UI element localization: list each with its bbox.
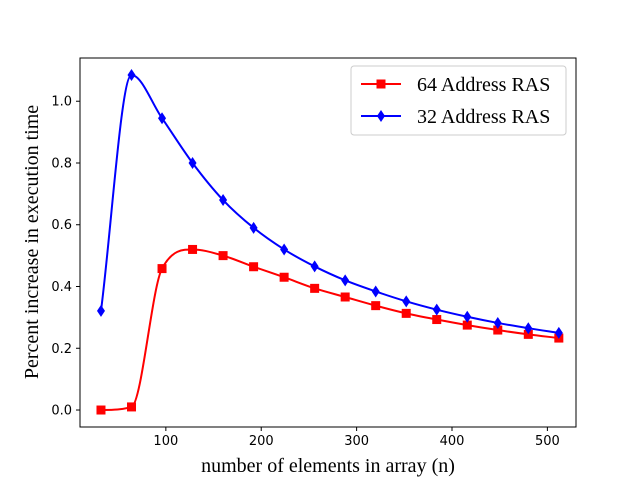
x-tick-label: 300 [344, 434, 369, 449]
data-point-32-address-ras [341, 274, 350, 287]
data-point-32-address-ras [188, 156, 197, 169]
data-point-32-address-ras [249, 221, 258, 234]
x-tick-label: 500 [535, 434, 560, 449]
data-point-32-address-ras [127, 68, 136, 81]
data-point-64-address-ras [432, 315, 442, 325]
data-point-64-address-ras [96, 405, 106, 415]
x-tick-label: 100 [153, 434, 178, 449]
data-point-64-address-ras [340, 292, 350, 302]
data-point-32-address-ras [96, 304, 105, 317]
y-tick-label: 1.0 [51, 95, 72, 110]
legend-label-32-address-ras: 32 Address RAS [417, 106, 550, 128]
data-point-64-address-ras [401, 308, 411, 318]
data-point-32-address-ras [310, 260, 319, 273]
data-point-32-address-ras [402, 295, 411, 308]
data-point-64-address-ras [249, 262, 259, 272]
data-point-32-address-ras [554, 326, 563, 339]
y-tick-label: 0.0 [51, 404, 72, 419]
data-point-64-address-ras [462, 320, 472, 330]
data-point-32-address-ras [371, 285, 380, 298]
legend: 64 Address RAS 32 Address RAS [350, 65, 567, 136]
y-tick-label: 0.6 [51, 218, 72, 233]
data-point-64-address-ras [127, 402, 137, 412]
data-point-64-address-ras [218, 251, 228, 261]
x-tick-label: 400 [440, 434, 465, 449]
legend-marker-32-address-ras [377, 110, 385, 122]
y-axis-title: Percent increase in execution time [21, 105, 43, 379]
data-point-64-address-ras [188, 244, 198, 254]
data-point-32-address-ras [280, 243, 289, 256]
plot-frame [79, 57, 577, 428]
legend-label-64-address-ras: 64 Address RAS [417, 74, 550, 96]
data-point-32-address-ras [463, 310, 472, 323]
x-tick-label: 200 [249, 434, 274, 449]
data-point-32-address-ras [158, 112, 167, 125]
legend-marker-64-address-ras [376, 79, 386, 89]
data-point-64-address-ras [493, 325, 503, 335]
y-tick-label: 0.2 [51, 342, 72, 357]
data-point-64-address-ras [310, 283, 320, 293]
data-point-32-address-ras [524, 322, 533, 335]
data-point-32-address-ras [219, 194, 228, 207]
data-point-32-address-ras [493, 316, 502, 329]
data-point-64-address-ras [157, 264, 167, 274]
data-point-64-address-ras [279, 272, 289, 282]
y-tick-label: 0.8 [51, 156, 72, 171]
legend-frame [350, 65, 567, 136]
data-point-64-address-ras [523, 329, 533, 339]
y-tick-label: 0.4 [51, 280, 72, 295]
x-axis-title: number of elements in array (n) [201, 455, 455, 477]
data-point-32-address-ras [432, 303, 441, 316]
data-point-64-address-ras [371, 301, 381, 311]
